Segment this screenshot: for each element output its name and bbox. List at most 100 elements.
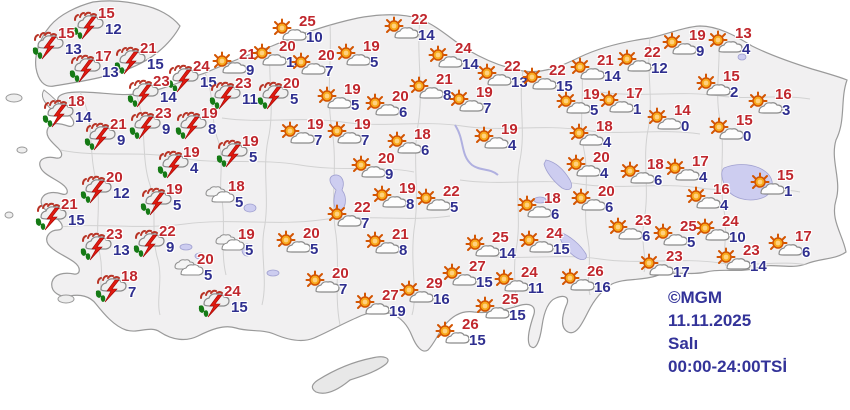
sun-thunderstorm-rain-icon — [76, 231, 114, 266]
low-temp: 5 — [204, 267, 213, 284]
high-temp: 21 — [140, 40, 157, 57]
sun-behind-cloud-icon — [211, 51, 247, 84]
low-temp: 17 — [673, 264, 690, 281]
weather-station: 18 6 — [619, 157, 664, 194]
cloudy-icon — [171, 256, 205, 285]
sun-behind-cloud-icon — [271, 18, 307, 51]
weather-station: 27 19 — [354, 288, 406, 325]
low-temp: 2 — [730, 84, 739, 101]
weather-station: 25 14 — [464, 230, 516, 267]
sun-behind-cloud-icon — [448, 89, 484, 122]
high-temp: 18 — [121, 268, 138, 285]
weather-station: 15 13 — [28, 26, 82, 65]
high-temp: 22 — [549, 62, 566, 79]
period-label: 00:00-24:00TSİ — [668, 357, 788, 376]
weather-station: 22 12 — [616, 45, 668, 82]
low-temp: 4 — [600, 165, 609, 182]
sun-thunderstorm-rain-icon — [123, 78, 161, 113]
high-temp: 27 — [469, 258, 486, 275]
weather-station: 22 15 — [521, 63, 573, 100]
high-temp: 20 — [318, 47, 335, 64]
weather-station: 18 5 — [202, 179, 245, 212]
low-temp: 5 — [249, 149, 258, 166]
sun-thunderstorm-rain-icon — [194, 288, 232, 323]
weather-station: 19 9 — [661, 28, 706, 65]
sun-behind-cloud-icon — [661, 32, 697, 65]
low-temp: 12 — [105, 21, 122, 38]
sun-behind-cloud-icon — [473, 126, 509, 159]
high-temp: 19 — [501, 121, 518, 138]
high-temp: 18 — [68, 93, 85, 110]
weather-station: 21 15 — [110, 41, 164, 80]
high-temp: 15 — [723, 68, 740, 85]
weather-station: 26 16 — [559, 264, 611, 301]
low-temp: 4 — [742, 41, 751, 58]
high-temp: 24 — [224, 283, 241, 300]
sun-thunderstorm-rain-icon — [171, 110, 209, 145]
high-temp: 15 — [58, 25, 75, 42]
low-temp: 0 — [743, 128, 752, 145]
low-temp: 1 — [784, 183, 793, 200]
weather-station: 19 8 — [171, 106, 218, 145]
sun-behind-cloud-icon — [326, 121, 362, 154]
sun-behind-cloud-icon — [749, 172, 785, 205]
low-temp: 7 — [483, 100, 492, 117]
low-temp: 15 — [200, 74, 217, 91]
high-temp: 19 — [399, 180, 416, 197]
high-temp: 24 — [193, 58, 210, 75]
weather-station: 23 14 — [123, 74, 177, 113]
high-temp: 17 — [626, 85, 643, 102]
weather-station: 24 14 — [427, 41, 479, 78]
low-temp: 5 — [370, 54, 379, 71]
high-temp: 13 — [735, 25, 752, 42]
high-temp: 23 — [106, 226, 123, 243]
sun-thunderstorm-rain-icon — [163, 63, 201, 98]
weather-station: 14 0 — [646, 103, 691, 140]
sun-behind-cloud-icon — [290, 52, 326, 85]
sun-behind-cloud-icon — [279, 121, 315, 154]
weather-station: 18 7 — [91, 269, 138, 308]
high-temp: 24 — [455, 40, 472, 57]
low-temp: 14 — [160, 89, 177, 106]
sun-thunderstorm-rain-icon — [31, 201, 69, 236]
low-temp: 7 — [314, 132, 323, 149]
weather-station: 22 5 — [415, 184, 460, 221]
high-temp: 25 — [299, 13, 316, 30]
weather-station: 19 5 — [212, 227, 255, 260]
sun-thunderstorm-rain-icon — [65, 53, 103, 88]
high-temp: 17 — [95, 48, 112, 65]
low-temp: 7 — [361, 132, 370, 149]
high-temp: 21 — [61, 196, 78, 213]
high-temp: 21 — [110, 116, 127, 133]
sun-behind-cloud-icon — [565, 154, 601, 187]
low-temp: 15 — [231, 299, 248, 316]
low-temp: 14 — [418, 27, 435, 44]
weather-station: 19 8 — [371, 181, 416, 218]
high-temp: 19 — [344, 81, 361, 98]
sun-behind-cloud-icon — [316, 86, 352, 119]
date-label: 11.11.2025 — [668, 311, 752, 330]
high-temp: 15 — [777, 167, 794, 184]
low-temp: 5 — [245, 242, 254, 259]
high-temp: 20 — [598, 183, 615, 200]
weather-station: 21 9 — [211, 47, 256, 84]
high-temp: 15 — [736, 112, 753, 129]
aegean-islands — [4, 93, 75, 304]
weather-station: 18 14 — [38, 94, 92, 133]
low-temp: 1 — [633, 101, 642, 118]
low-temp: 6 — [654, 172, 663, 189]
weather-station: 25 15 — [474, 292, 526, 329]
high-temp: 22 — [354, 199, 371, 216]
high-temp: 25 — [680, 218, 697, 235]
low-temp: 6 — [399, 104, 408, 121]
sun-behind-cloud-icon — [619, 161, 655, 194]
cloudy-icon — [202, 183, 236, 212]
high-temp: 19 — [476, 84, 493, 101]
sun-thunderstorm-rain-icon — [38, 98, 76, 133]
day-label: Salı — [668, 334, 699, 353]
sun-thunderstorm-rain-icon — [125, 110, 163, 145]
sun-thunderstorm-rain-icon — [253, 80, 291, 115]
high-temp: 29 — [426, 275, 443, 292]
cyprus-island — [311, 356, 389, 394]
